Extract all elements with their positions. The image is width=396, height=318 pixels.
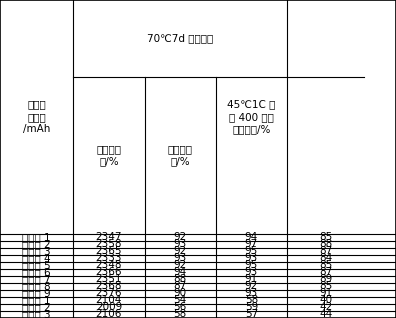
Text: 对比例 1: 对比例 1: [22, 295, 51, 306]
Text: 91: 91: [319, 288, 332, 298]
Text: 88: 88: [319, 239, 332, 249]
Text: 92: 92: [173, 246, 187, 256]
Text: 59: 59: [245, 302, 258, 313]
Text: 荷电保持
率/%: 荷电保持 率/%: [96, 144, 122, 167]
Text: 对比例 3: 对比例 3: [22, 309, 51, 318]
Text: 90: 90: [173, 288, 187, 298]
Text: 57: 57: [245, 309, 258, 318]
Text: 92: 92: [173, 232, 187, 242]
Text: 58: 58: [173, 309, 187, 318]
Text: 2106: 2106: [96, 309, 122, 318]
Text: 2333: 2333: [96, 253, 122, 263]
Text: 实施例 5: 实施例 5: [22, 260, 51, 270]
Text: 2348: 2348: [96, 260, 122, 270]
Text: 45℃1C 循
环 400 次容
量保持率/%: 45℃1C 循 环 400 次容 量保持率/%: [227, 100, 276, 134]
Text: 实施例 2: 实施例 2: [22, 239, 51, 249]
Text: 88: 88: [173, 274, 187, 284]
Text: 94: 94: [173, 267, 187, 277]
Text: 2365: 2365: [96, 246, 122, 256]
Text: 56: 56: [173, 302, 187, 313]
Text: 85: 85: [319, 281, 332, 291]
Text: 2368: 2368: [96, 281, 122, 291]
Text: 92: 92: [245, 281, 258, 291]
Text: 2366: 2366: [96, 267, 122, 277]
Text: 95: 95: [245, 246, 258, 256]
Text: 42: 42: [319, 302, 332, 313]
Text: 实施例 6: 实施例 6: [22, 267, 51, 277]
Text: 97: 97: [245, 239, 258, 249]
Text: 对比例 2: 对比例 2: [22, 302, 51, 313]
Text: 2009: 2009: [96, 302, 122, 313]
Text: 89: 89: [319, 274, 332, 284]
Text: 实施例 3: 实施例 3: [22, 246, 51, 256]
Text: 92: 92: [173, 260, 187, 270]
Text: 54: 54: [173, 295, 187, 306]
Text: 93: 93: [173, 239, 187, 249]
Text: 2376: 2376: [96, 288, 122, 298]
Text: 95: 95: [245, 260, 258, 270]
Text: 40: 40: [319, 295, 332, 306]
Text: 87: 87: [173, 281, 187, 291]
Text: 93: 93: [245, 253, 258, 263]
Text: 93: 93: [173, 253, 187, 263]
Text: 实施例 1: 实施例 1: [22, 232, 51, 242]
Text: 58: 58: [245, 295, 258, 306]
Text: 94: 94: [245, 232, 258, 242]
Text: 85: 85: [319, 260, 332, 270]
Text: 实施例 4: 实施例 4: [22, 253, 51, 263]
Text: 87: 87: [319, 246, 332, 256]
Text: 2351: 2351: [96, 274, 122, 284]
Text: 2358: 2358: [96, 239, 122, 249]
Text: 93: 93: [245, 267, 258, 277]
Text: 44: 44: [319, 309, 332, 318]
Text: 85: 85: [319, 232, 332, 242]
Text: 实施例 9: 实施例 9: [22, 288, 51, 298]
Text: 2347: 2347: [96, 232, 122, 242]
Text: 93: 93: [245, 288, 258, 298]
Text: 2104: 2104: [96, 295, 122, 306]
Text: 容量恢复
率/%: 容量恢复 率/%: [168, 144, 193, 167]
Text: 实施例 8: 实施例 8: [22, 281, 51, 291]
Text: 84: 84: [319, 253, 332, 263]
Text: 实施例 7: 实施例 7: [22, 274, 51, 284]
Text: 70℃7d 容量变化: 70℃7d 容量变化: [147, 34, 213, 44]
Text: 91: 91: [245, 274, 258, 284]
Text: 初始容
量发挥
/mAh: 初始容 量发挥 /mAh: [23, 100, 50, 134]
Text: 87: 87: [319, 267, 332, 277]
